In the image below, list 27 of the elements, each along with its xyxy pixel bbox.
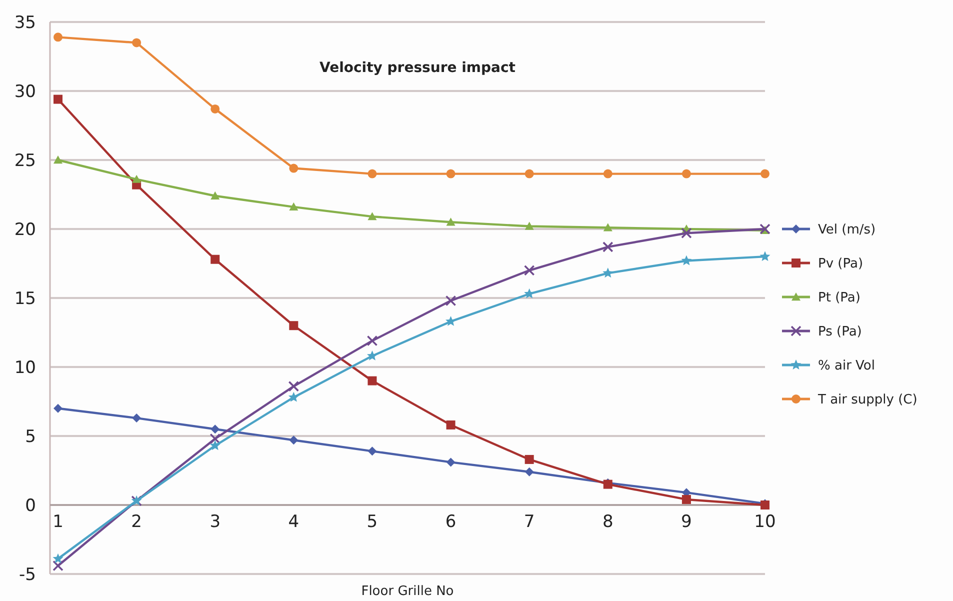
y-tick-label: 30 [14,82,36,102]
x-tick-label: 5 [366,512,378,532]
legend-label: Pt (Pa) [818,290,860,306]
y-tick-label: 10 [14,358,36,378]
legend-label: Vel (m/s) [818,222,876,238]
y-tick-label: 35 [14,12,36,33]
x-tick-label: 10 [754,512,776,532]
legend-label: % air Vol [818,358,875,374]
legend-label: Ps (Pa) [818,324,862,340]
y-tick-label: 15 [14,288,36,309]
text: Velocity pressure impact [320,60,516,76]
x-axis-title: Floor Grille No [361,584,454,599]
x-tick-label: 7 [524,512,535,532]
x-tick-label: 9 [681,512,692,532]
x-tick-label: 2 [131,512,142,532]
x-tick-label: 3 [210,512,221,532]
x-tick-label: 6 [445,512,456,532]
y-tick-label: 20 [14,220,36,240]
y-tick-label: -5 [19,564,36,585]
legend-label: Pv (Pa) [818,256,864,272]
y-tick-label: 25 [14,150,36,171]
y-tick-label: 0 [25,496,36,516]
y-tick-label: 5 [25,426,36,447]
x-tick-label: 8 [602,512,614,532]
legend-label: T air supply (C) [817,392,918,408]
x-tick-label: 1 [52,512,64,532]
x-tick-label: 4 [288,512,300,532]
